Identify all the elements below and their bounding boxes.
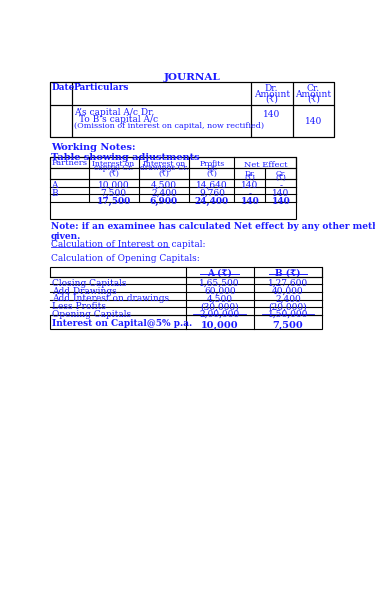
Text: 140: 140 (272, 197, 290, 205)
Text: Calculation of Interest on capital:: Calculation of Interest on capital: (51, 240, 205, 249)
Text: (20,000): (20,000) (268, 302, 307, 311)
Bar (50, 105, 72, 137)
Text: (₹): (₹) (108, 169, 119, 178)
Text: Closing Capitals: Closing Capitals (52, 279, 127, 288)
Text: 14,640: 14,640 (196, 181, 228, 190)
Text: A (₹): A (₹) (207, 269, 232, 278)
Text: Amount: Amount (254, 89, 290, 98)
Text: (₹): (₹) (159, 169, 170, 178)
Text: B (₹): B (₹) (275, 269, 301, 278)
Text: Interest on Capital@5% p.a.: Interest on Capital@5% p.a. (52, 319, 192, 328)
Text: -: - (248, 189, 251, 198)
Bar (50, 315, 322, 329)
Text: 7,500: 7,500 (273, 320, 303, 330)
Text: Dr.: Dr. (265, 84, 278, 93)
Text: Opening Capitals: Opening Capitals (52, 310, 131, 318)
Text: (₹): (₹) (307, 95, 320, 104)
Text: 10,000: 10,000 (98, 181, 129, 190)
Text: (₹): (₹) (276, 174, 286, 182)
Text: capital Cr.: capital Cr. (94, 164, 133, 172)
Bar (50, 82, 72, 105)
Text: (₹): (₹) (265, 95, 278, 104)
Text: 140: 140 (272, 189, 290, 198)
Text: 24,400: 24,400 (195, 197, 229, 205)
Text: 140: 140 (241, 181, 258, 190)
Bar (72, 82, 251, 105)
Text: 9,760: 9,760 (199, 189, 225, 198)
Bar (50, 268, 322, 276)
Text: JOURNAL: JOURNAL (164, 73, 220, 82)
Bar (50, 168, 296, 179)
Bar (292, 105, 334, 137)
Bar (292, 82, 334, 105)
Bar (251, 105, 292, 137)
Bar (50, 82, 334, 137)
Text: drawings Cr.: drawings Cr. (140, 164, 188, 172)
Text: (₹): (₹) (244, 174, 255, 182)
Text: Partners: Partners (51, 159, 87, 167)
Text: 140: 140 (240, 197, 259, 205)
Text: (₹): (₹) (207, 169, 218, 178)
Text: 10,000: 10,000 (201, 320, 238, 330)
Text: Add Drawings: Add Drawings (52, 287, 117, 295)
Text: 6,900: 6,900 (150, 197, 178, 205)
Text: Table showing adjustments: Table showing adjustments (51, 153, 200, 162)
Text: Calculation of Opening Capitals:: Calculation of Opening Capitals: (51, 253, 200, 262)
Bar (251, 82, 292, 105)
Text: Amount: Amount (296, 89, 332, 98)
Text: 2,00,000: 2,00,000 (200, 310, 240, 318)
Text: (30,000): (30,000) (200, 302, 239, 311)
Text: Add Interest on drawings: Add Interest on drawings (52, 294, 170, 303)
Text: 1,27,600: 1,27,600 (268, 279, 308, 288)
Text: Interest on: Interest on (143, 160, 185, 168)
Text: 17,500: 17,500 (96, 197, 130, 205)
Text: Note: if an examinee has calculated Net effect by any other method, full credit : Note: if an examinee has calculated Net … (51, 222, 375, 242)
Text: B: B (51, 189, 58, 198)
Text: 4,500: 4,500 (207, 294, 233, 303)
Text: Less Profits: Less Profits (52, 302, 106, 311)
Text: Interest on: Interest on (92, 160, 135, 168)
Text: A’s capital A/c Dr.: A’s capital A/c Dr. (74, 108, 154, 117)
Text: 140: 140 (305, 117, 322, 126)
Text: 7,500: 7,500 (100, 189, 126, 198)
Text: 2,400: 2,400 (275, 294, 301, 303)
Text: -: - (279, 181, 282, 190)
Text: 1,50,000: 1,50,000 (268, 310, 308, 318)
Bar (50, 157, 296, 219)
Text: 40,000: 40,000 (272, 287, 304, 295)
Text: Date: Date (51, 83, 75, 92)
Text: 1,65,500: 1,65,500 (200, 279, 240, 288)
Text: Working Notes:: Working Notes: (51, 143, 135, 152)
Text: A: A (51, 181, 58, 190)
Text: To B’s capital A/c: To B’s capital A/c (80, 115, 159, 124)
Text: Cr.: Cr. (276, 169, 286, 178)
Text: Cr.: Cr. (307, 84, 320, 93)
Bar (50, 157, 296, 168)
Text: 4,500: 4,500 (151, 181, 177, 190)
Text: (Omission of interest on capital, now rectified): (Omission of interest on capital, now re… (74, 122, 264, 130)
Bar (72, 105, 251, 137)
Text: Dr.: Dr. (206, 164, 218, 172)
Text: Net Effect: Net Effect (244, 161, 287, 169)
Text: 60,000: 60,000 (204, 287, 236, 295)
Text: Profits: Profits (200, 160, 225, 168)
Text: 140: 140 (263, 110, 280, 120)
Text: Particulars: Particulars (73, 83, 129, 92)
Text: 2,400: 2,400 (151, 189, 177, 198)
Text: Dr.: Dr. (244, 169, 255, 178)
